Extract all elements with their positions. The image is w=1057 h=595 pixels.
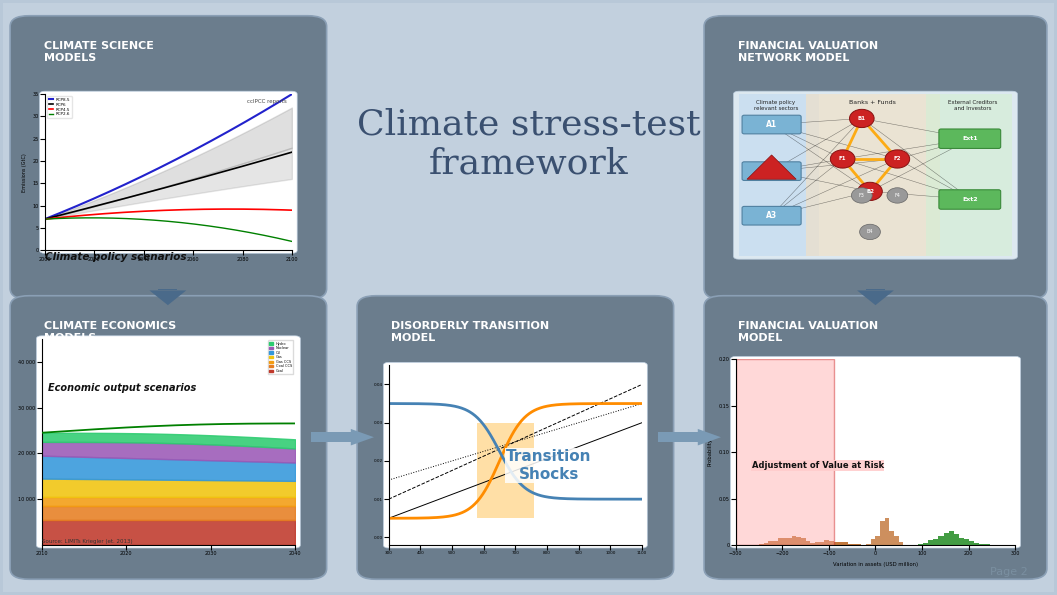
- Text: Climate policy scenarios: Climate policy scenarios: [44, 252, 186, 262]
- Bar: [159, 289, 178, 290]
- Polygon shape: [698, 429, 721, 446]
- Text: Source: LIMITs Kriegler (et. 2013): Source: LIMITs Kriegler (et. 2013): [41, 539, 132, 544]
- FancyBboxPatch shape: [11, 296, 327, 580]
- Text: CLIMATE SCIENCE
MODELS: CLIMATE SCIENCE MODELS: [43, 41, 153, 62]
- Polygon shape: [149, 290, 186, 305]
- Text: Page 2: Page 2: [990, 568, 1028, 578]
- FancyBboxPatch shape: [36, 336, 300, 548]
- FancyBboxPatch shape: [704, 296, 1046, 580]
- FancyBboxPatch shape: [734, 91, 1018, 259]
- Text: Adjustment of Value at Risk: Adjustment of Value at Risk: [752, 461, 884, 470]
- FancyBboxPatch shape: [730, 356, 1021, 548]
- Text: FINANCIAL VALUATION
MODEL: FINANCIAL VALUATION MODEL: [738, 321, 878, 343]
- Text: DISORDERLY TRANSITION
MODEL: DISORDERLY TRANSITION MODEL: [391, 321, 549, 343]
- FancyBboxPatch shape: [11, 15, 327, 299]
- FancyBboxPatch shape: [384, 362, 647, 548]
- FancyBboxPatch shape: [357, 296, 673, 580]
- Text: CLIMATE ECONOMICS
MODELS: CLIMATE ECONOMICS MODELS: [43, 321, 177, 343]
- Bar: [657, 433, 698, 442]
- FancyBboxPatch shape: [704, 15, 1046, 299]
- Bar: [866, 289, 885, 290]
- Text: FINANCIAL VALUATION
NETWORK MODEL: FINANCIAL VALUATION NETWORK MODEL: [738, 41, 878, 62]
- FancyBboxPatch shape: [39, 91, 297, 253]
- Polygon shape: [351, 429, 374, 446]
- Text: Transition
Shocks: Transition Shocks: [506, 449, 592, 482]
- Bar: [311, 433, 351, 442]
- Polygon shape: [857, 290, 894, 305]
- Text: Climate stress-test
framework: Climate stress-test framework: [356, 108, 701, 181]
- Text: Economic output scenarios: Economic output scenarios: [48, 383, 197, 393]
